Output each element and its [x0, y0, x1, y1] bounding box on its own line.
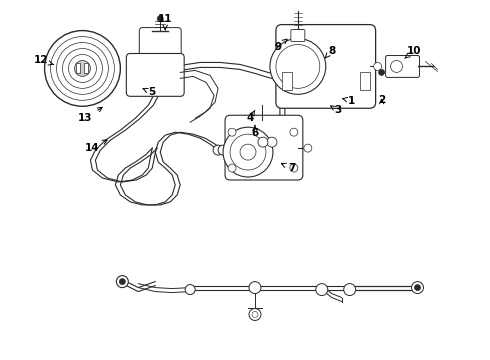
Circle shape [56, 42, 108, 94]
Text: 9: 9 [274, 39, 287, 51]
Bar [360, 72, 369, 90]
Circle shape [63, 49, 102, 88]
Text: 1: 1 [343, 96, 355, 106]
FancyBboxPatch shape [139, 28, 181, 62]
Circle shape [157, 15, 163, 22]
Circle shape [290, 164, 298, 172]
Circle shape [276, 45, 320, 88]
Text: 4: 4 [246, 111, 255, 123]
Circle shape [267, 137, 277, 147]
Circle shape [270, 39, 326, 94]
Circle shape [116, 276, 128, 288]
Circle shape [74, 60, 91, 76]
Circle shape [69, 54, 97, 82]
Bar [282, 72, 292, 90]
Circle shape [316, 284, 328, 296]
Circle shape [258, 137, 268, 147]
Circle shape [343, 284, 356, 296]
Text: 2: 2 [378, 95, 385, 105]
Circle shape [223, 127, 273, 177]
Circle shape [379, 69, 385, 75]
FancyBboxPatch shape [225, 115, 303, 180]
Circle shape [374, 62, 382, 71]
Circle shape [240, 144, 256, 160]
Circle shape [45, 31, 121, 106]
Circle shape [252, 311, 258, 318]
Text: 11: 11 [158, 14, 172, 30]
Circle shape [415, 285, 420, 291]
Circle shape [50, 37, 114, 100]
Circle shape [391, 60, 403, 72]
Circle shape [412, 282, 423, 293]
Circle shape [213, 145, 223, 155]
Circle shape [304, 144, 312, 152]
Text: 8: 8 [325, 45, 335, 58]
Circle shape [249, 282, 261, 293]
FancyBboxPatch shape [276, 24, 376, 108]
Circle shape [120, 279, 125, 285]
Circle shape [228, 164, 236, 172]
Circle shape [185, 285, 195, 294]
Bar [76, 63, 80, 73]
Bar [84, 63, 89, 73]
Text: 3: 3 [331, 105, 342, 115]
Circle shape [249, 309, 261, 320]
Text: 6: 6 [251, 125, 259, 138]
Text: 12: 12 [33, 55, 53, 66]
Text: 14: 14 [85, 140, 107, 153]
Text: 10: 10 [405, 45, 422, 58]
Text: 5: 5 [143, 87, 156, 97]
Text: 13: 13 [78, 107, 102, 123]
Text: 7: 7 [281, 163, 295, 173]
FancyBboxPatch shape [291, 30, 305, 41]
Circle shape [218, 145, 228, 155]
Circle shape [290, 128, 298, 136]
FancyBboxPatch shape [126, 54, 184, 96]
Circle shape [230, 134, 266, 170]
Circle shape [228, 128, 236, 136]
FancyBboxPatch shape [386, 55, 419, 77]
